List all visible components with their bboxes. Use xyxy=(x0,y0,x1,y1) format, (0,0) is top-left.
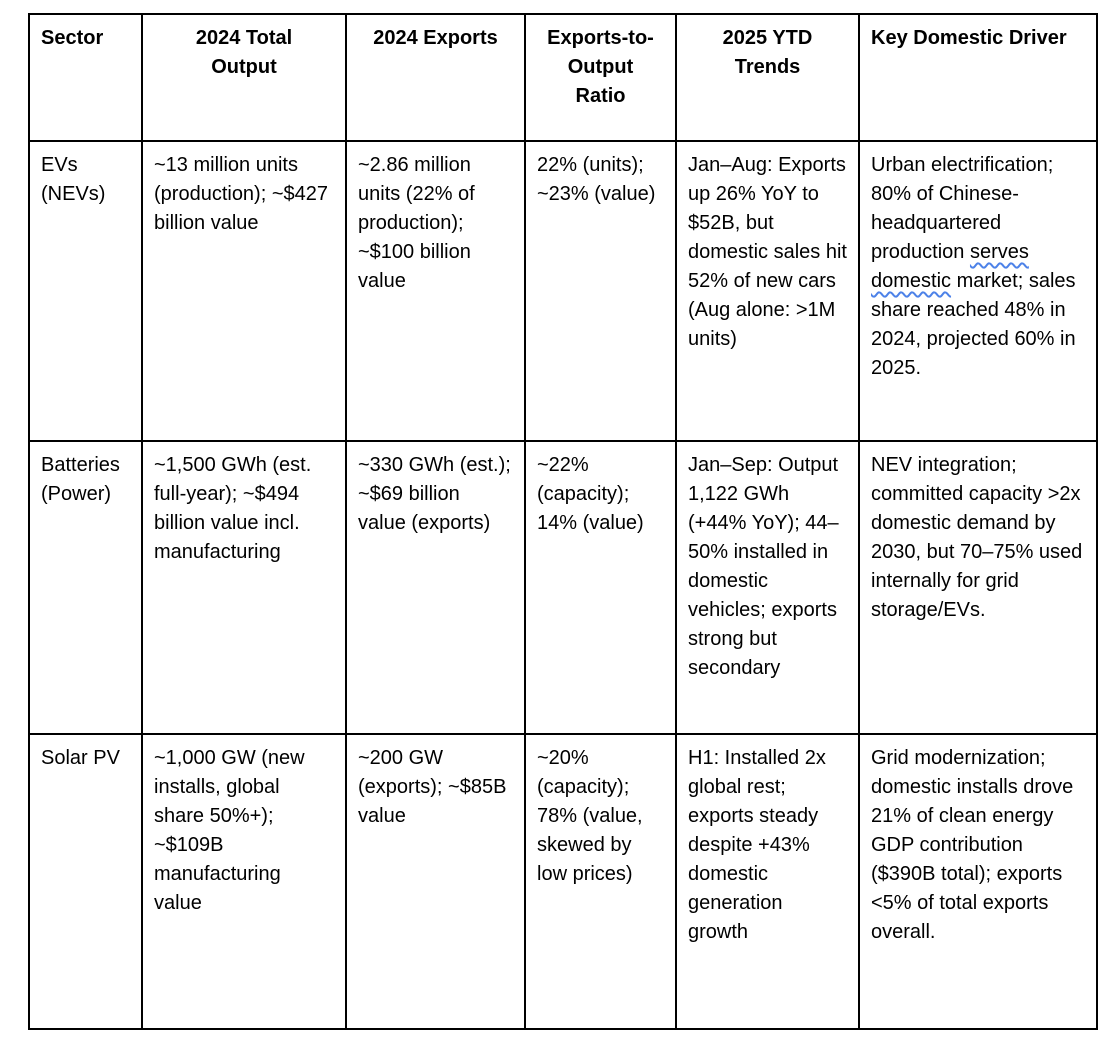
spellcheck-underlined-word: serves xyxy=(969,241,1029,263)
header-row: Sector 2024 Total Output 2024 Exports Ex… xyxy=(28,13,1098,142)
cell-batteries-total-output: ~1,500 GWh (est. full-year); ~$494 billi… xyxy=(141,440,347,735)
cell-solar-ratio: ~20% (capacity); 78% (value, skewed by l… xyxy=(524,733,677,1030)
cell-solar-total-output: ~1,000 GW (new installs, global share 50… xyxy=(141,733,347,1030)
col-header-2024-total-output: 2024 Total Output xyxy=(141,13,347,142)
cell-solar-exports: ~200 GW (exports); ~$85B value xyxy=(345,733,526,1030)
table-row-batteries: Batteries (Power) ~1,500 GWh (est. full-… xyxy=(28,440,1098,735)
col-header-sector: Sector xyxy=(28,13,143,142)
cell-evs-exports: ~2.86 million units (22% of production);… xyxy=(345,140,526,442)
col-header-2024-exports: 2024 Exports xyxy=(345,13,526,142)
cell-solar-domestic-driver: Grid modernization; domestic installs dr… xyxy=(858,733,1098,1030)
sector-output-exports-table: Sector 2024 Total Output 2024 Exports Ex… xyxy=(28,13,1098,1030)
table-row-solar-pv: Solar PV ~1,000 GW (new installs, global… xyxy=(28,733,1098,1030)
col-header-exports-to-output-ratio: Exports-to- Output Ratio xyxy=(524,13,677,142)
table-row-evs: EVs (NEVs) ~13 million units (production… xyxy=(28,140,1098,442)
cell-batteries-ratio: ~22% (capacity); 14% (value) xyxy=(524,440,677,735)
col-header-key-domestic-driver: Key Domestic Driver xyxy=(858,13,1098,142)
cell-batteries-ytd-trends: Jan–Sep: Output 1,122 GWh (+44% YoY); 44… xyxy=(675,440,860,735)
cell-evs-sector: EVs (NEVs) xyxy=(28,140,143,442)
cell-solar-ytd-trends: H1: Installed 2x global rest; exports st… xyxy=(675,733,860,1030)
cell-evs-domestic-driver: Urban electrification; 80% of Chinese-he… xyxy=(858,140,1098,442)
cell-batteries-domestic-driver: NEV integration; committed capacity >2x … xyxy=(858,440,1098,735)
cell-batteries-sector: Batteries (Power) xyxy=(28,440,143,735)
cell-solar-sector: Solar PV xyxy=(28,733,143,1030)
cell-batteries-exports: ~330 GWh (est.); ~$69 billion value (exp… xyxy=(345,440,526,735)
col-header-2025-ytd-trends: 2025 YTD Trends xyxy=(675,13,860,142)
spellcheck-underlined-word: domestic xyxy=(871,270,952,292)
cell-evs-ratio: 22% (units); ~23% (value) xyxy=(524,140,677,442)
cell-evs-ytd-trends: Jan–Aug: Exports up 26% YoY to $52B, but… xyxy=(675,140,860,442)
cell-evs-total-output: ~13 million units (production); ~$427 bi… xyxy=(141,140,347,442)
